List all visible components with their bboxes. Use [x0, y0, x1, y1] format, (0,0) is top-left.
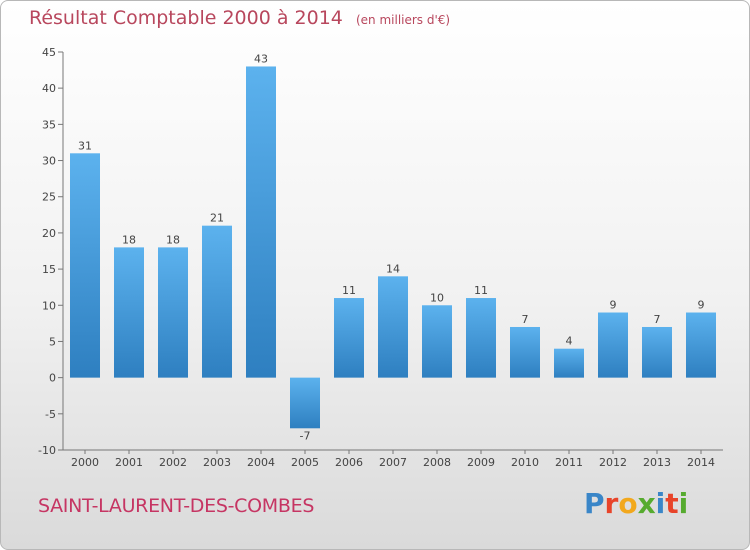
data-label: 7 — [522, 313, 529, 326]
data-label: 31 — [78, 139, 92, 152]
bar — [334, 298, 364, 378]
bar — [554, 348, 584, 378]
y-tick-label: -10 — [38, 444, 56, 457]
data-label: -7 — [300, 429, 311, 442]
data-label: 9 — [698, 299, 705, 312]
y-tick-label: 15 — [42, 263, 56, 276]
bar — [290, 377, 320, 429]
logo-letter: i — [678, 487, 689, 520]
x-tick-label: 2007 — [379, 456, 407, 469]
x-tick-label: 2012 — [599, 456, 627, 469]
y-tick-label: -5 — [45, 408, 56, 421]
y-tick-label: 20 — [42, 227, 56, 240]
y-tick-label: 45 — [42, 46, 56, 59]
bar — [378, 276, 408, 378]
y-tick-label: 10 — [42, 299, 56, 312]
bar — [114, 247, 144, 378]
data-label: 18 — [122, 233, 136, 246]
x-tick-label: 2008 — [423, 456, 451, 469]
data-label: 11 — [342, 284, 356, 297]
data-label: 18 — [166, 233, 180, 246]
chart-title: Résultat Comptable 2000 à 2014 — [29, 7, 343, 29]
y-tick-label: 5 — [49, 335, 56, 348]
data-label: 14 — [386, 262, 400, 275]
x-tick-label: 2013 — [643, 456, 671, 469]
bar — [246, 66, 276, 378]
x-tick-label: 2002 — [159, 456, 187, 469]
x-tick-label: 2001 — [115, 456, 143, 469]
bar — [598, 312, 628, 378]
proxiti-logo: Proxiti — [584, 487, 688, 520]
bar — [202, 225, 232, 378]
data-label: 9 — [610, 299, 617, 312]
bar — [422, 305, 452, 378]
x-tick-label: 2004 — [247, 456, 275, 469]
bar — [642, 326, 672, 378]
chart-title-block: Résultat Comptable 2000 à 2014 (en milli… — [29, 7, 450, 29]
bar — [70, 153, 100, 378]
y-tick-label: 35 — [42, 118, 56, 131]
logo-letter: i — [655, 487, 666, 520]
x-tick-label: 2010 — [511, 456, 539, 469]
x-tick-label: 2009 — [467, 456, 495, 469]
data-label: 10 — [430, 291, 444, 304]
data-label: 21 — [210, 212, 224, 225]
bar — [686, 312, 716, 378]
data-label: 43 — [254, 52, 268, 65]
y-tick-label: 25 — [42, 191, 56, 204]
bar — [510, 326, 540, 378]
x-tick-label: 2011 — [555, 456, 583, 469]
bar — [158, 247, 188, 378]
y-tick-label: 30 — [42, 155, 56, 168]
logo-letter: P — [584, 487, 605, 520]
x-tick-label: 2000 — [71, 456, 99, 469]
data-label: 11 — [474, 284, 488, 297]
x-tick-label: 2003 — [203, 456, 231, 469]
y-tick-label: 40 — [42, 82, 56, 95]
x-tick-label: 2014 — [687, 456, 715, 469]
bar — [466, 298, 496, 378]
logo-letter: t — [665, 487, 679, 520]
chart-unit: (en milliers d'€) — [355, 13, 451, 27]
logo-letter: o — [618, 487, 638, 520]
x-tick-label: 2005 — [291, 456, 319, 469]
data-label: 4 — [566, 335, 573, 348]
logo-letter: x — [637, 487, 656, 520]
x-tick-label: 2006 — [335, 456, 363, 469]
place-name: SAINT-LAURENT-DES-COMBES — [38, 495, 315, 517]
logo-letter: r — [604, 487, 619, 520]
data-label: 7 — [654, 313, 661, 326]
y-tick-label: 0 — [49, 372, 56, 385]
